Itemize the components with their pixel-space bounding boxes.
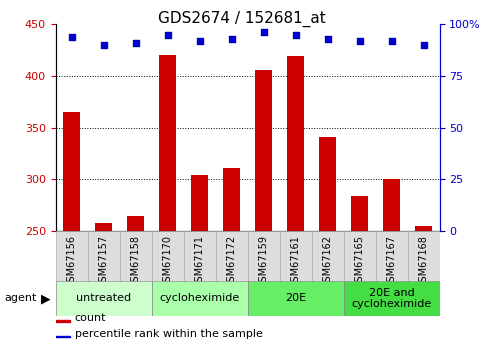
Bar	[248, 281, 343, 316]
Bar	[56, 281, 152, 316]
Bar	[343, 231, 376, 281]
Text: GSM67167: GSM67167	[386, 235, 397, 288]
Bar	[120, 231, 152, 281]
Bar	[215, 231, 248, 281]
Bar	[152, 231, 184, 281]
Point	[355, 38, 363, 43]
Bar	[383, 179, 400, 231]
Bar	[280, 231, 312, 281]
Point	[292, 32, 299, 37]
Text: ▶: ▶	[41, 292, 51, 305]
Bar	[184, 231, 215, 281]
Text: GSM67156: GSM67156	[67, 235, 76, 288]
Text: GSM67171: GSM67171	[195, 235, 204, 288]
Bar	[287, 56, 304, 231]
Bar	[223, 168, 241, 231]
Text: GSM67161: GSM67161	[291, 235, 300, 288]
Text: agent: agent	[5, 294, 37, 303]
Text: untreated: untreated	[76, 294, 131, 303]
Bar	[415, 226, 432, 231]
Text: GDS2674 / 152681_at: GDS2674 / 152681_at	[157, 10, 326, 27]
Bar	[255, 70, 272, 231]
Point	[99, 42, 107, 48]
Bar	[312, 231, 343, 281]
Point	[227, 36, 235, 41]
Bar	[319, 137, 336, 231]
Text: GSM67165: GSM67165	[355, 235, 365, 288]
Bar	[343, 281, 440, 316]
Bar	[376, 231, 408, 281]
Text: GSM67162: GSM67162	[323, 235, 332, 288]
Text: GSM67157: GSM67157	[99, 235, 109, 288]
Bar	[87, 231, 120, 281]
Text: 20E and
cycloheximide: 20E and cycloheximide	[352, 288, 432, 309]
Bar	[159, 55, 176, 231]
Text: GSM67158: GSM67158	[130, 235, 141, 288]
Text: percentile rank within the sample: percentile rank within the sample	[75, 329, 263, 339]
Text: cycloheximide: cycloheximide	[159, 294, 240, 303]
Text: 20E: 20E	[285, 294, 306, 303]
Text: count: count	[75, 313, 106, 323]
Bar	[191, 175, 208, 231]
Point	[196, 38, 203, 43]
Point	[132, 40, 140, 46]
Text: GSM67172: GSM67172	[227, 235, 237, 288]
Bar	[248, 231, 280, 281]
Bar	[408, 231, 440, 281]
Bar	[152, 281, 248, 316]
Bar	[56, 336, 71, 337]
Text: GSM67159: GSM67159	[258, 235, 269, 288]
Text: GSM67170: GSM67170	[163, 235, 172, 288]
Point	[164, 32, 171, 37]
Point	[68, 34, 75, 39]
Bar	[95, 223, 113, 231]
Bar	[351, 196, 369, 231]
Bar	[56, 231, 87, 281]
Point	[324, 36, 331, 41]
Bar	[56, 320, 71, 322]
Point	[388, 38, 396, 43]
Bar	[63, 112, 80, 231]
Bar	[127, 216, 144, 231]
Point	[260, 30, 268, 35]
Point	[420, 42, 427, 48]
Text: GSM67168: GSM67168	[419, 235, 428, 288]
